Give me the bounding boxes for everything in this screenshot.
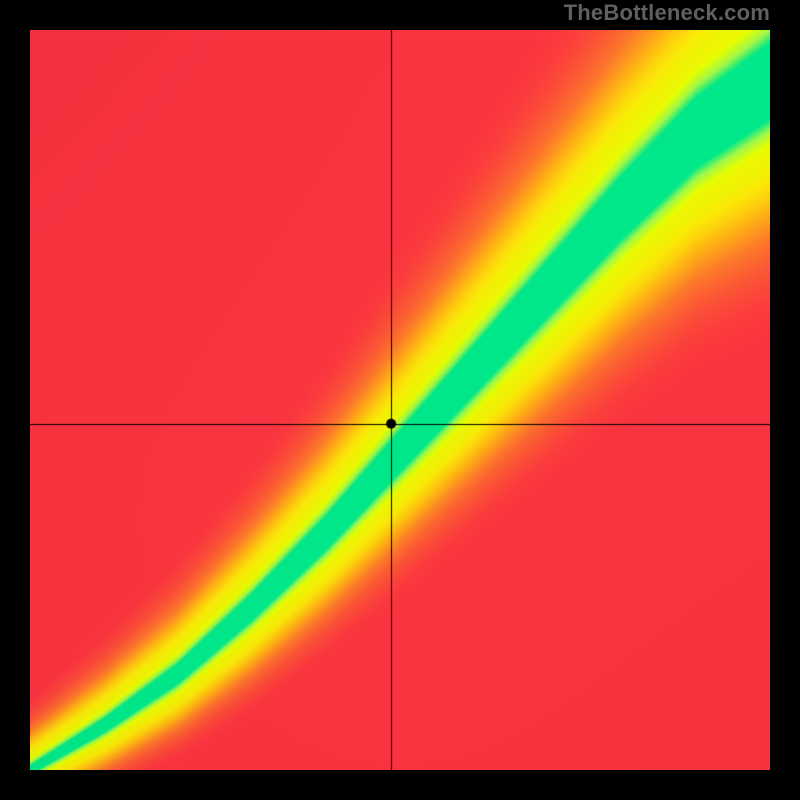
heatmap-plot bbox=[30, 30, 770, 770]
heatmap-canvas bbox=[30, 30, 770, 770]
watermark-label: TheBottleneck.com bbox=[564, 0, 770, 26]
